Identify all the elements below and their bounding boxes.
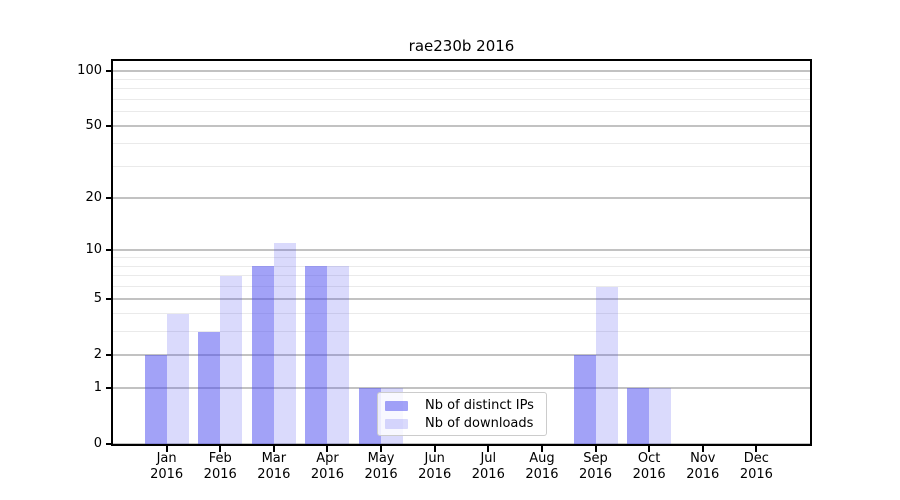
y-gridline-minor <box>113 165 810 167</box>
chart-title: rae230b 2016 <box>408 37 515 55</box>
bar-downloads <box>166 313 189 444</box>
y-tick-label: 2 <box>93 347 102 363</box>
x-axis-tick <box>701 446 704 452</box>
legend-entry-distinct-ips: Nb of distinct IPs <box>385 397 546 415</box>
y-axis-tick <box>106 196 113 199</box>
x-axis-tick <box>326 446 329 452</box>
y-axis-tick <box>106 249 113 252</box>
legend: Nb of distinct IPs Nb of downloads <box>377 392 547 436</box>
y-gridline-minor <box>113 265 810 267</box>
y-gridline-major <box>113 249 810 251</box>
x-tick-label: Nov 2016 <box>686 451 720 482</box>
bar-distinct-ips <box>305 266 328 444</box>
x-tick-label: Sep 2016 <box>578 451 613 482</box>
y-tick-label: 0 <box>93 436 102 451</box>
y-tick-label: 1 <box>93 379 102 395</box>
bar-downloads <box>327 266 350 444</box>
x-axis-tick <box>594 446 597 452</box>
bar-distinct-ips <box>359 387 382 444</box>
y-gridline-minor <box>113 257 810 259</box>
x-axis-tick <box>433 446 436 452</box>
axis-spine-left <box>111 59 113 446</box>
y-gridline-minor <box>113 275 810 277</box>
y-gridline-major <box>113 125 810 127</box>
x-tick-label: May 2016 <box>364 451 398 482</box>
x-axis-tick <box>380 446 383 452</box>
y-gridline-major <box>113 70 810 72</box>
y-axis-tick <box>106 443 113 445</box>
x-tick-label: Feb 2016 <box>203 451 237 482</box>
y-axis-tick <box>106 69 113 72</box>
y-gridline-major <box>113 197 810 199</box>
axis-spine-right <box>810 59 812 446</box>
y-gridline-minor <box>113 88 810 90</box>
axis-spine-top <box>111 59 812 61</box>
x-axis-tick <box>755 446 758 452</box>
bar-distinct-ips <box>627 387 650 444</box>
x-tick-label: Apr 2016 <box>310 451 344 482</box>
y-gridline-minor <box>113 331 810 333</box>
bar-distinct-ips <box>573 355 596 444</box>
bar-downloads <box>595 286 618 444</box>
x-axis-tick <box>219 446 222 452</box>
y-gridline-minor <box>113 78 810 80</box>
legend-entry-downloads: Nb of downloads <box>385 415 546 433</box>
y-gridline-major <box>113 354 810 356</box>
y-gridline-major <box>113 298 810 300</box>
x-tick-label: Jul 2016 <box>471 451 505 482</box>
y-gridline-minor <box>113 111 810 113</box>
y-gridline-major <box>113 387 810 389</box>
x-tick-label: Dec 2016 <box>739 451 773 482</box>
y-axis-tick <box>106 125 113 128</box>
y-tick-label: 100 <box>77 62 102 78</box>
x-tick-label: Mar 2016 <box>257 451 291 482</box>
y-tick-label: 50 <box>85 118 102 134</box>
y-tick-label: 10 <box>85 242 102 258</box>
y-axis-tick <box>106 298 113 301</box>
x-axis-tick <box>272 446 275 452</box>
bar-distinct-ips <box>251 266 274 444</box>
y-axis-tick <box>106 354 113 357</box>
x-tick-label: Oct 2016 <box>632 451 666 482</box>
bar-downloads <box>220 275 243 444</box>
y-axis-tick <box>106 386 113 389</box>
y-gridline-minor <box>113 98 810 100</box>
x-axis-tick <box>540 446 543 452</box>
bar-distinct-ips <box>144 355 167 444</box>
axis-spine-bottom <box>111 444 812 446</box>
bar-downloads <box>649 387 672 444</box>
y-tick-label: 20 <box>85 189 102 205</box>
y-gridline-minor <box>113 143 810 145</box>
x-axis-tick <box>165 446 168 452</box>
bar-downloads <box>273 243 296 444</box>
legend-label-distinct-ips: Nb of distinct IPs <box>425 398 534 413</box>
x-tick-label: Jan 2016 <box>150 451 184 482</box>
x-tick-label: Jun 2016 <box>418 451 452 482</box>
bar-distinct-ips <box>198 331 221 444</box>
y-gridline-minor <box>113 286 810 288</box>
x-tick-label: Aug 2016 <box>525 451 559 482</box>
legend-label-downloads: Nb of downloads <box>425 416 534 431</box>
y-tick-label: 5 <box>93 291 102 307</box>
legend-swatch-downloads-icon <box>385 419 408 429</box>
x-axis-tick <box>648 446 651 452</box>
y-gridline-minor <box>113 313 810 315</box>
x-axis-tick <box>487 446 490 452</box>
legend-swatch-distinct-ips-icon <box>385 401 408 411</box>
